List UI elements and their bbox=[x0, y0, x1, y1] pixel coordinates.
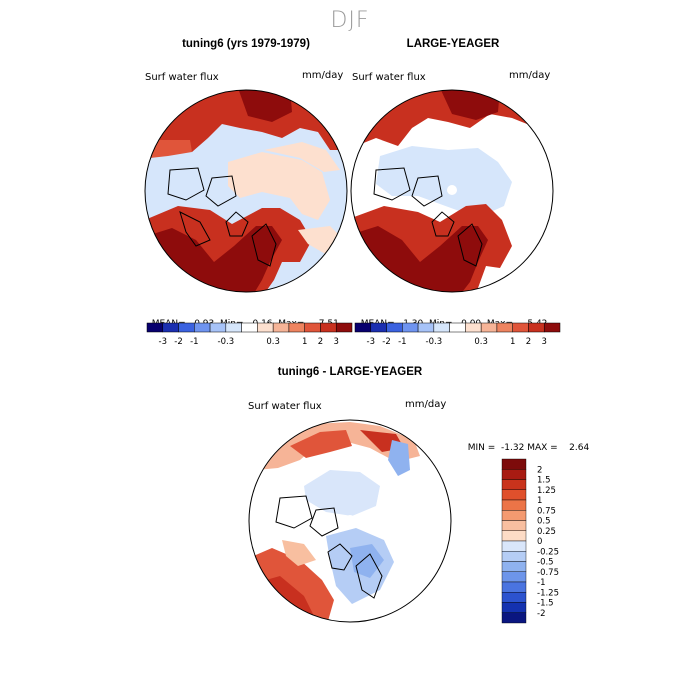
panel-3-colorbar: 21.51.2510.750.50.250-0.25-0.5-0.75-1-1.… bbox=[501, 458, 559, 624]
colorbar-tick-label: -2 bbox=[537, 609, 545, 619]
colorbar-swatch bbox=[528, 322, 545, 333]
panel-3-max-label: MAX = bbox=[527, 443, 558, 453]
colorbar-swatch bbox=[501, 520, 527, 531]
colorbar-swatch bbox=[370, 322, 387, 333]
colorbar-tick-label: 0.25 bbox=[537, 527, 556, 537]
colorbar-tick-label: 0.3 bbox=[474, 337, 488, 346]
colorbar-swatch bbox=[417, 322, 435, 333]
colorbar-swatch bbox=[257, 322, 274, 333]
panel-2-variable-label: Surf water flux bbox=[352, 72, 426, 83]
colorbar-swatch bbox=[501, 540, 527, 552]
panel-3-title: tuning6 - LARGE-YEAGER bbox=[277, 366, 423, 378]
colorbar-tick-label: -0.5 bbox=[537, 558, 554, 568]
map-2-border bbox=[350, 89, 554, 293]
colorbar-swatch bbox=[449, 322, 466, 333]
colorbar-tick-label: 3 bbox=[542, 337, 547, 346]
colorbar-swatch bbox=[194, 322, 211, 333]
colorbar-tick-label: -2 bbox=[174, 337, 182, 346]
colorbar-tick-label: 1 bbox=[302, 337, 307, 346]
panel-3-min-label: MIN = bbox=[467, 443, 496, 453]
colorbar-swatch bbox=[501, 458, 527, 470]
panel-2-units-label: mm/day bbox=[509, 70, 551, 81]
colorbar-tick-label: 0 bbox=[537, 537, 542, 547]
panel-1-colorbar: -3 -2 -1 -0.3 0.3 1 2 3 bbox=[146, 322, 353, 346]
colorbar-swatch bbox=[288, 322, 305, 333]
colorbar-swatch bbox=[543, 322, 561, 333]
colorbar-tick-label: -0.25 bbox=[537, 547, 559, 557]
colorbar-swatch bbox=[178, 322, 195, 333]
colorbar-swatch bbox=[146, 322, 164, 333]
colorbar-tick-label: -3 bbox=[159, 337, 167, 346]
colorbar-swatch bbox=[512, 322, 529, 333]
colorbar-swatch bbox=[501, 592, 527, 603]
colorbar-swatch bbox=[501, 510, 527, 521]
colorbar-swatch bbox=[241, 322, 258, 333]
colorbar-swatch bbox=[501, 489, 527, 501]
panel-3-min: -1.32 bbox=[501, 443, 525, 453]
colorbar-tick-label: -1.25 bbox=[537, 588, 559, 598]
panel-2-title: LARGE-YEAGER bbox=[406, 38, 500, 50]
map-3 bbox=[249, 420, 451, 622]
panel-3-units-label: mm/day bbox=[405, 399, 447, 410]
colorbar-tick-label: -2 bbox=[382, 337, 390, 346]
colorbar-swatch bbox=[501, 479, 527, 490]
colorbar-tick-label: -0.3 bbox=[218, 337, 235, 346]
panel-1-title: tuning6 (yrs 1979-1979) bbox=[182, 38, 310, 50]
colorbar-tick-label: 1.25 bbox=[537, 486, 556, 496]
colorbar-swatch bbox=[386, 322, 403, 333]
colorbar-swatch bbox=[209, 322, 227, 333]
colorbar-tick-label: -3 bbox=[367, 337, 375, 346]
colorbar-swatch bbox=[501, 530, 527, 542]
colorbar-tick-label: 2 bbox=[318, 337, 323, 346]
colorbar-swatch bbox=[501, 561, 527, 572]
colorbar-swatch bbox=[465, 322, 482, 333]
colorbar-swatch bbox=[501, 571, 527, 583]
map-1 bbox=[145, 90, 347, 292]
colorbar-swatch bbox=[304, 322, 321, 333]
colorbar-swatch bbox=[501, 602, 527, 613]
panel-2-colorbar: -3 -2 -1 -0.3 0.3 1 2 3 bbox=[354, 322, 561, 346]
colorbar-tick-label: 0.75 bbox=[537, 506, 556, 516]
map-2 bbox=[351, 90, 553, 292]
colorbar-tick-label: 2 bbox=[526, 337, 531, 346]
colorbar-tick-label: -0.75 bbox=[537, 568, 559, 578]
colorbar-swatch bbox=[501, 551, 527, 562]
colorbar-swatch bbox=[402, 322, 419, 333]
colorbar-swatch bbox=[272, 322, 290, 333]
colorbar-swatch bbox=[501, 499, 527, 511]
panel-1-units-label: mm/day bbox=[302, 70, 344, 81]
panel-3-variable-label: Surf water flux bbox=[248, 401, 322, 412]
colorbar-tick-label: -0.3 bbox=[426, 337, 443, 346]
figure-title: DJF bbox=[330, 8, 370, 33]
colorbar-tick-label: 1.5 bbox=[537, 476, 551, 486]
colorbar-swatch bbox=[225, 322, 242, 333]
colorbar-swatch bbox=[501, 469, 527, 480]
panel-1-variable-label: Surf water flux bbox=[145, 72, 219, 83]
colorbar-tick-label: 1 bbox=[510, 337, 515, 346]
colorbar-tick-label: -1 bbox=[537, 578, 545, 588]
colorbar-tick-label: 0.5 bbox=[537, 517, 551, 527]
panel-3-stats: MIN = -1.32 MAX = 2.64 bbox=[462, 433, 589, 453]
colorbar-tick-label: -1 bbox=[190, 337, 198, 346]
colorbar-tick-label: 0.3 bbox=[266, 337, 280, 346]
colorbar-tick-label: 1 bbox=[537, 496, 542, 506]
panel-3-max: 2.64 bbox=[569, 443, 590, 453]
colorbar-swatch bbox=[501, 612, 527, 624]
colorbar-tick-label: -1.5 bbox=[537, 599, 554, 609]
colorbar-swatch bbox=[335, 322, 353, 333]
colorbar-swatch bbox=[501, 581, 527, 593]
colorbar-swatch bbox=[354, 322, 372, 333]
colorbar-swatch bbox=[320, 322, 337, 333]
map-1-border bbox=[144, 89, 348, 293]
map-3-border bbox=[248, 419, 452, 623]
colorbar-tick-label: 3 bbox=[334, 337, 339, 346]
colorbar-tick-label: -1 bbox=[398, 337, 406, 346]
colorbar-swatch bbox=[480, 322, 498, 333]
colorbar-swatch bbox=[496, 322, 513, 333]
colorbar-tick-label: 2 bbox=[537, 465, 542, 475]
colorbar-swatch bbox=[162, 322, 179, 333]
colorbar-swatch bbox=[433, 322, 450, 333]
